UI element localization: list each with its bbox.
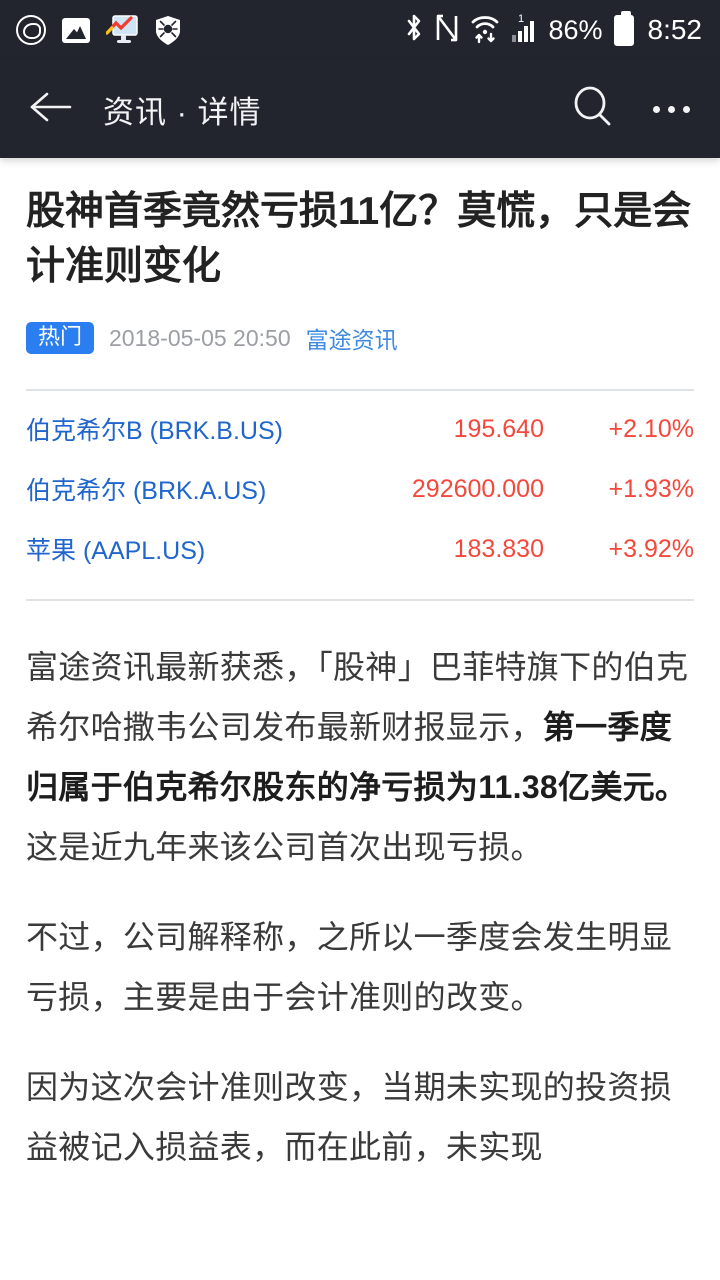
drweb-shield-icon — [154, 15, 182, 46]
app-bar-actions — [571, 85, 694, 134]
stock-name[interactable]: 伯克希尔 (BRK.A.US) — [26, 477, 267, 505]
signal-bars-icon: 1 — [511, 12, 537, 49]
status-bar-right-icons: 1 86% 8:52 — [404, 10, 703, 49]
article-meta: 热门 2018-05-05 20:50 富途资讯 — [26, 321, 694, 355]
status-bar-left-icons — [16, 15, 182, 46]
publish-time: 2018-05-05 20:50 — [109, 324, 291, 351]
divider-bottom — [26, 599, 694, 601]
photo-gallery-icon — [62, 17, 90, 43]
peach-app-icon — [16, 15, 46, 45]
article-source-link[interactable]: 富途资讯 — [305, 327, 398, 353]
more-options-icon[interactable] — [649, 96, 694, 123]
app-bar: 资讯 · 详情 — [0, 60, 720, 158]
table-row[interactable]: 伯克希尔 (BRK.A.US) 292600.000 +1.93% — [26, 459, 694, 519]
search-icon[interactable] — [571, 85, 615, 134]
paragraph-lead-text: 不过，公司解释称，之所以一季度会发生明显亏损，主要是由于会计准则的改变。 — [26, 919, 673, 1015]
stock-monitor-icon — [105, 15, 138, 45]
stock-change-percent: +3.92% — [608, 534, 695, 563]
bluetooth-icon — [404, 12, 424, 49]
stock-price: 292600.000 — [411, 474, 544, 503]
stock-name[interactable]: 苹果 (AAPL.US) — [26, 537, 206, 565]
stock-price: 183.830 — [453, 534, 544, 563]
article-paragraph-2: 不过，公司解释称，之所以一季度会发生明显亏损，主要是由于会计准则的改变。 — [26, 907, 694, 1027]
table-row[interactable]: 伯克希尔B (BRK.B.US) 195.640 +2.10% — [26, 399, 694, 459]
page-title: 资讯 · 详情 — [103, 94, 262, 130]
battery-icon — [613, 10, 634, 46]
stock-change-percent: +1.93% — [608, 474, 695, 503]
divider-top — [26, 389, 694, 391]
paragraph-lead-text: 因为这次会计准则改变，当期未实现的投资损益被记入损益表，而在此前，未实现 — [26, 1069, 673, 1165]
stock-price: 195.640 — [453, 414, 544, 443]
article-paragraph-1: 富途资讯最新获悉，「股神」巴菲特旗下的伯克希尔哈撒韦公司发布最新财报显示，第一季… — [26, 637, 694, 877]
stock-quote-list: 伯克希尔B (BRK.B.US) 195.640 +2.10% 伯克希尔 (BR… — [26, 391, 694, 579]
table-row[interactable]: 苹果 (AAPL.US) 183.830 +3.92% — [26, 519, 694, 579]
stock-change-percent: +2.10% — [608, 414, 695, 443]
paragraph-lead-text: 富途资讯最新获悉，「股神」巴菲特旗下的伯克希尔哈撒韦公司发布最新财报显示， — [26, 649, 689, 745]
battery-percent-label: 86% — [548, 14, 603, 45]
article-headline: 股神首季竟然亏损11亿？莫慌，只是会计准则变化 — [26, 190, 692, 288]
stock-name[interactable]: 伯克希尔B (BRK.B.US) — [26, 417, 283, 445]
nfc-icon — [435, 13, 459, 48]
svg-text:1: 1 — [518, 13, 524, 25]
wifi-icon — [470, 12, 500, 49]
paragraph-bold-text: 第一季度归属于伯克希尔股东的净亏损为11.38亿美元。 — [26, 709, 688, 805]
status-badge: 热门 — [26, 322, 95, 354]
article-container: 股神首季竟然亏损11亿？莫慌，只是会计准则变化 热门 2018-05-05 20… — [0, 158, 720, 1177]
paragraph-tail-text: 这是近九年来该公司首次出现亏损。 — [26, 829, 543, 865]
back-button[interactable] — [28, 89, 74, 130]
status-bar-clock: 8:52 — [647, 14, 703, 45]
status-bar: 1 86% 8:52 — [0, 0, 720, 60]
article-paragraph-3: 因为这次会计准则改变，当期未实现的投资损益被记入损益表，而在此前，未实现 — [26, 1057, 694, 1177]
